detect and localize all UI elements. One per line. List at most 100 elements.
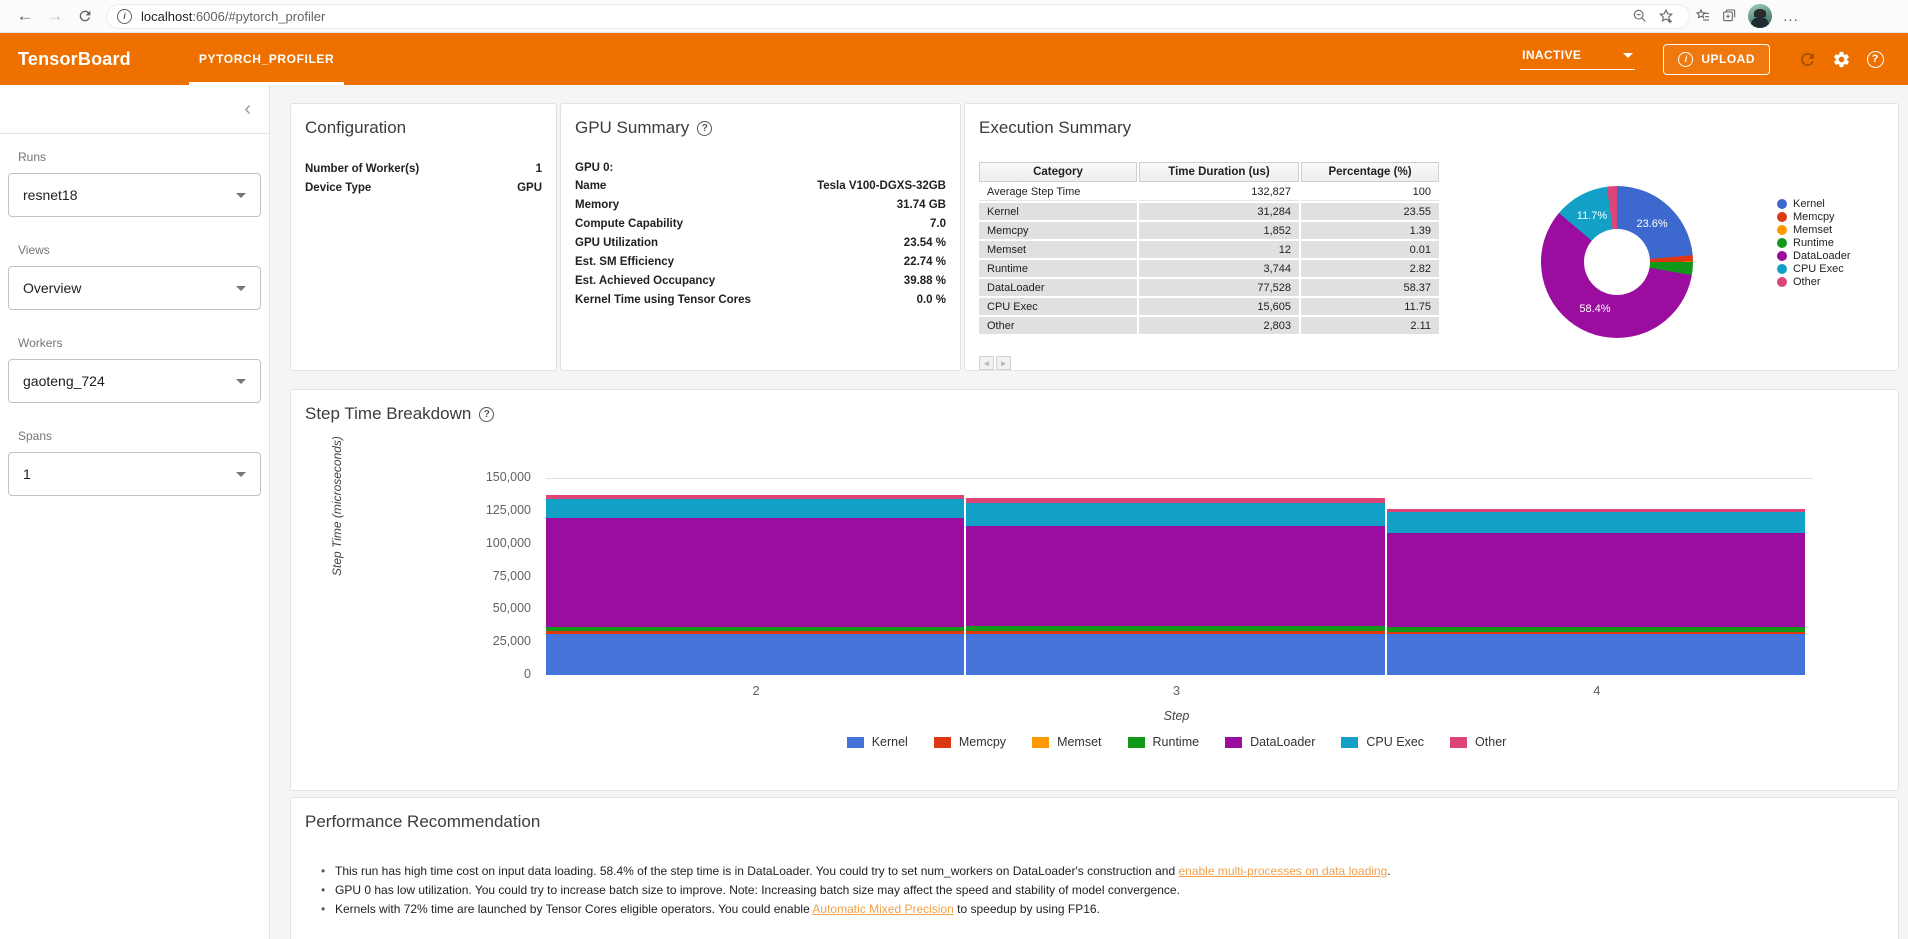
execution-summary-title: Execution Summary bbox=[979, 118, 1132, 137]
step-chart-legend: Kernel Memcpy Memset Runtime DataLoader CPU E… bbox=[546, 735, 1807, 749]
reload-icon[interactable] bbox=[70, 3, 100, 29]
favorites-icon[interactable] bbox=[1690, 4, 1716, 28]
info-label: Kernel Time using Tensor Cores bbox=[575, 294, 751, 306]
url-text[interactable]: localhost:6006/#pytorch_profiler bbox=[141, 8, 326, 24]
category-cell: CPU Exec bbox=[979, 298, 1137, 315]
bar-segment-cpu-exec bbox=[546, 499, 965, 518]
add-favorite-icon[interactable] bbox=[1653, 4, 1679, 28]
gpu-device-heading: GPU 0: bbox=[575, 162, 614, 174]
y-tick-label: 50,000 bbox=[492, 601, 531, 616]
info-value: 39.88 % bbox=[903, 275, 946, 287]
percentage-cell: 23.55 bbox=[1301, 203, 1439, 220]
info-value: 7.0 bbox=[930, 218, 946, 230]
help-tooltip-icon[interactable]: ? bbox=[479, 406, 495, 422]
tensorboard-header: TensorBoard PYTORCH_PROFILER INACTIVE i … bbox=[0, 33, 1908, 85]
select-label: Workers bbox=[18, 336, 63, 350]
tab-pytorch-profiler[interactable]: PYTORCH_PROFILER bbox=[188, 33, 345, 85]
profile-avatar[interactable] bbox=[1748, 4, 1772, 28]
legend-swatch bbox=[1341, 736, 1359, 748]
donut-hole bbox=[1584, 229, 1650, 295]
select-value: Overview bbox=[23, 280, 82, 296]
forward-icon[interactable]: → bbox=[46, 6, 64, 25]
legend-item: Other bbox=[1777, 276, 1851, 289]
info-label: Est. SM Efficiency bbox=[575, 256, 675, 268]
info-value: 31.74 GB bbox=[896, 199, 946, 211]
y-tick-label: 150,000 bbox=[485, 470, 531, 484]
settings-gear-icon[interactable] bbox=[1824, 42, 1858, 76]
step-breakdown-chart: Step Time (microseconds) 0 25,000 50,000 75… bbox=[291, 390, 1898, 790]
legend-item: Memcpy bbox=[933, 735, 1006, 749]
sidebar-group-runs: Runs resnet18 bbox=[0, 150, 269, 217]
legend-item: Memset bbox=[1032, 735, 1102, 749]
legend-dot bbox=[1777, 277, 1787, 288]
percentage-cell: 2.82 bbox=[1301, 260, 1439, 277]
bar-segment-other bbox=[546, 494, 965, 500]
address-bar[interactable]: i localhost:6006/#pytorch_profiler bbox=[106, 3, 1690, 29]
info-value: GPU bbox=[517, 182, 542, 194]
back-icon[interactable]: ← bbox=[16, 6, 34, 25]
info-row: Kernel Time using Tensor Cores 0.0 % bbox=[575, 293, 946, 307]
recommendation-text: to speedup by using FP16. bbox=[953, 902, 1100, 916]
category-cell: Memset bbox=[979, 241, 1137, 258]
chevron-down-icon bbox=[236, 471, 246, 477]
upload-button[interactable]: i UPLOAD bbox=[1663, 43, 1770, 75]
info-value: 22.74 % bbox=[903, 256, 946, 268]
table-row: Average Step Time 132,827 100 bbox=[979, 184, 1439, 201]
y-tick-label: 0 bbox=[524, 667, 531, 681]
main-content: Configuration Number of Worker(s) 1 Device… bbox=[270, 85, 1908, 939]
chevron-down-icon bbox=[236, 192, 246, 198]
column-header: Percentage (%) bbox=[1301, 162, 1439, 182]
category-cell: Runtime bbox=[979, 260, 1137, 277]
stacked-bar-step-2[interactable] bbox=[546, 494, 965, 675]
legend-swatch bbox=[1032, 736, 1050, 748]
recommendation-link[interactable]: Automatic Mixed Precision bbox=[812, 902, 954, 916]
collections-icon[interactable] bbox=[1716, 4, 1742, 28]
legend-dot bbox=[1777, 264, 1787, 275]
legend-dot bbox=[1777, 199, 1787, 210]
y-axis-title: Step Time (microseconds) bbox=[330, 436, 344, 576]
legend-item: DataLoader bbox=[1225, 735, 1315, 749]
pager-arrow[interactable]: ◄ bbox=[979, 356, 994, 370]
pager-arrow[interactable]: ► bbox=[996, 356, 1011, 370]
bar-segment-memcpy bbox=[1386, 631, 1805, 634]
legend-item: DataLoader bbox=[1777, 250, 1851, 263]
stacked-bar-step-4[interactable] bbox=[1386, 509, 1805, 675]
legend-dot bbox=[1777, 225, 1787, 236]
browser-menu-icon[interactable]: ... bbox=[1783, 7, 1799, 25]
percentage-cell: 1.39 bbox=[1301, 222, 1439, 239]
gpu-summary-card: GPU Summary ? GPU 0: Name Tesla V100-DGXS… bbox=[560, 103, 961, 371]
table-row: CPU Exec 15,605 11.75 bbox=[979, 298, 1439, 315]
status-dropdown[interactable]: INACTIVE bbox=[1520, 48, 1636, 70]
duration-cell: 77,528 bbox=[1139, 279, 1299, 296]
legend-label: Runtime bbox=[1152, 735, 1200, 749]
bar-segment-runtime bbox=[1386, 626, 1805, 632]
help-icon[interactable]: ? bbox=[1858, 42, 1892, 76]
info-icon: i bbox=[1678, 51, 1694, 67]
legend-label: Kernel bbox=[871, 735, 908, 749]
percentage-cell: 0.01 bbox=[1301, 241, 1439, 258]
recommendation-link[interactable]: enable multi-processes on data loading bbox=[1178, 864, 1388, 878]
page-info-icon[interactable]: i bbox=[117, 8, 132, 24]
sidebar-collapse-icon[interactable]: ‹ bbox=[244, 98, 251, 120]
select-value: 1 bbox=[23, 466, 31, 482]
recommendation-text: GPU 0 has low utilization. You could try… bbox=[335, 883, 1180, 897]
stacked-bar-step-3[interactable] bbox=[966, 498, 1385, 675]
table-row: Other 2,803 2.11 bbox=[979, 317, 1439, 334]
configuration-title: Configuration bbox=[305, 118, 407, 137]
spans-select[interactable]: 1 bbox=[8, 452, 261, 496]
y-tick-label: 75,000 bbox=[492, 568, 531, 583]
refresh-icon[interactable] bbox=[1790, 42, 1824, 76]
help-tooltip-icon[interactable]: ? bbox=[697, 120, 713, 136]
execution-summary-card: Execution Summary Category Time Duration … bbox=[964, 103, 1899, 371]
select-label: Views bbox=[18, 243, 50, 257]
sidebar-group-views: Views Overview bbox=[0, 243, 269, 310]
zoom-out-icon[interactable] bbox=[1627, 4, 1653, 28]
workers-select[interactable]: gaoteng_724 bbox=[8, 359, 261, 403]
bar-segment-dataloader bbox=[546, 517, 965, 627]
recommendation-list: This run has high time cost on input dat… bbox=[321, 862, 1884, 919]
views-select[interactable]: Overview bbox=[8, 266, 261, 310]
legend-item: CPU Exec bbox=[1341, 735, 1424, 749]
runs-select[interactable]: resnet18 bbox=[8, 173, 261, 217]
legend-dot bbox=[1777, 212, 1787, 223]
category-cell: Average Step Time bbox=[979, 184, 1137, 201]
